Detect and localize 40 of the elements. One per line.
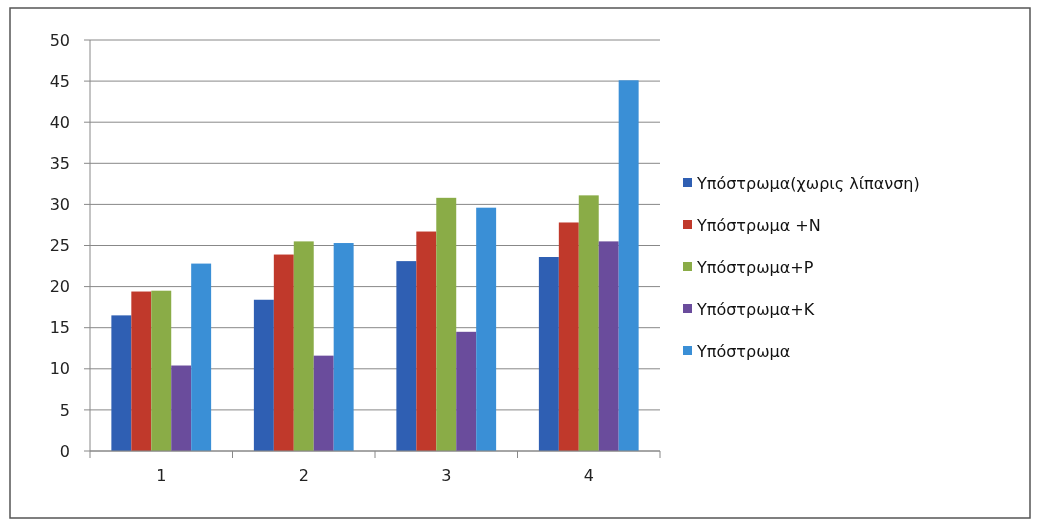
legend-label: Υπόστρωμα xyxy=(696,341,791,361)
x-tick-label: 4 xyxy=(583,466,594,485)
bar xyxy=(578,195,599,451)
bar xyxy=(436,197,457,451)
bar xyxy=(273,254,294,451)
x-tick-label: 2 xyxy=(298,466,309,485)
bar xyxy=(333,243,354,451)
legend-label: Υπόστρωμα +N xyxy=(696,215,821,235)
y-tick-label: 0 xyxy=(59,441,70,461)
bar xyxy=(476,207,497,451)
legend-label: Υπόστρωμα(χωρις λίπανση) xyxy=(696,173,920,193)
bar xyxy=(538,257,559,451)
bar xyxy=(131,291,152,451)
y-tick-label: 30 xyxy=(49,195,70,214)
legend-label: Υπόστρωμα+P xyxy=(696,257,814,277)
bar xyxy=(416,231,437,451)
bar xyxy=(558,222,579,451)
legend-label: Υπόστρωμα+K xyxy=(696,299,815,319)
x-tick-label: 1 xyxy=(156,466,167,485)
bar xyxy=(151,290,172,451)
bar xyxy=(456,331,477,451)
y-tick-label: 15 xyxy=(49,318,70,338)
bar xyxy=(253,299,274,451)
bar xyxy=(191,263,212,451)
bar xyxy=(171,365,192,451)
bar xyxy=(598,241,619,451)
bar xyxy=(111,315,132,451)
bar xyxy=(396,261,417,451)
y-tick-label: 25 xyxy=(49,236,70,256)
bar xyxy=(618,80,639,451)
y-tick-label: 50 xyxy=(49,30,70,50)
y-tick-label: 45 xyxy=(49,71,70,91)
y-tick-label: 40 xyxy=(49,112,70,132)
bar xyxy=(293,241,314,451)
x-tick-label: 3 xyxy=(441,466,452,485)
y-tick-label: 35 xyxy=(49,153,70,173)
y-tick-label: 10 xyxy=(49,359,70,379)
y-tick-label: 5 xyxy=(59,400,70,420)
y-tick-label: 20 xyxy=(49,277,70,297)
bar xyxy=(313,355,334,451)
